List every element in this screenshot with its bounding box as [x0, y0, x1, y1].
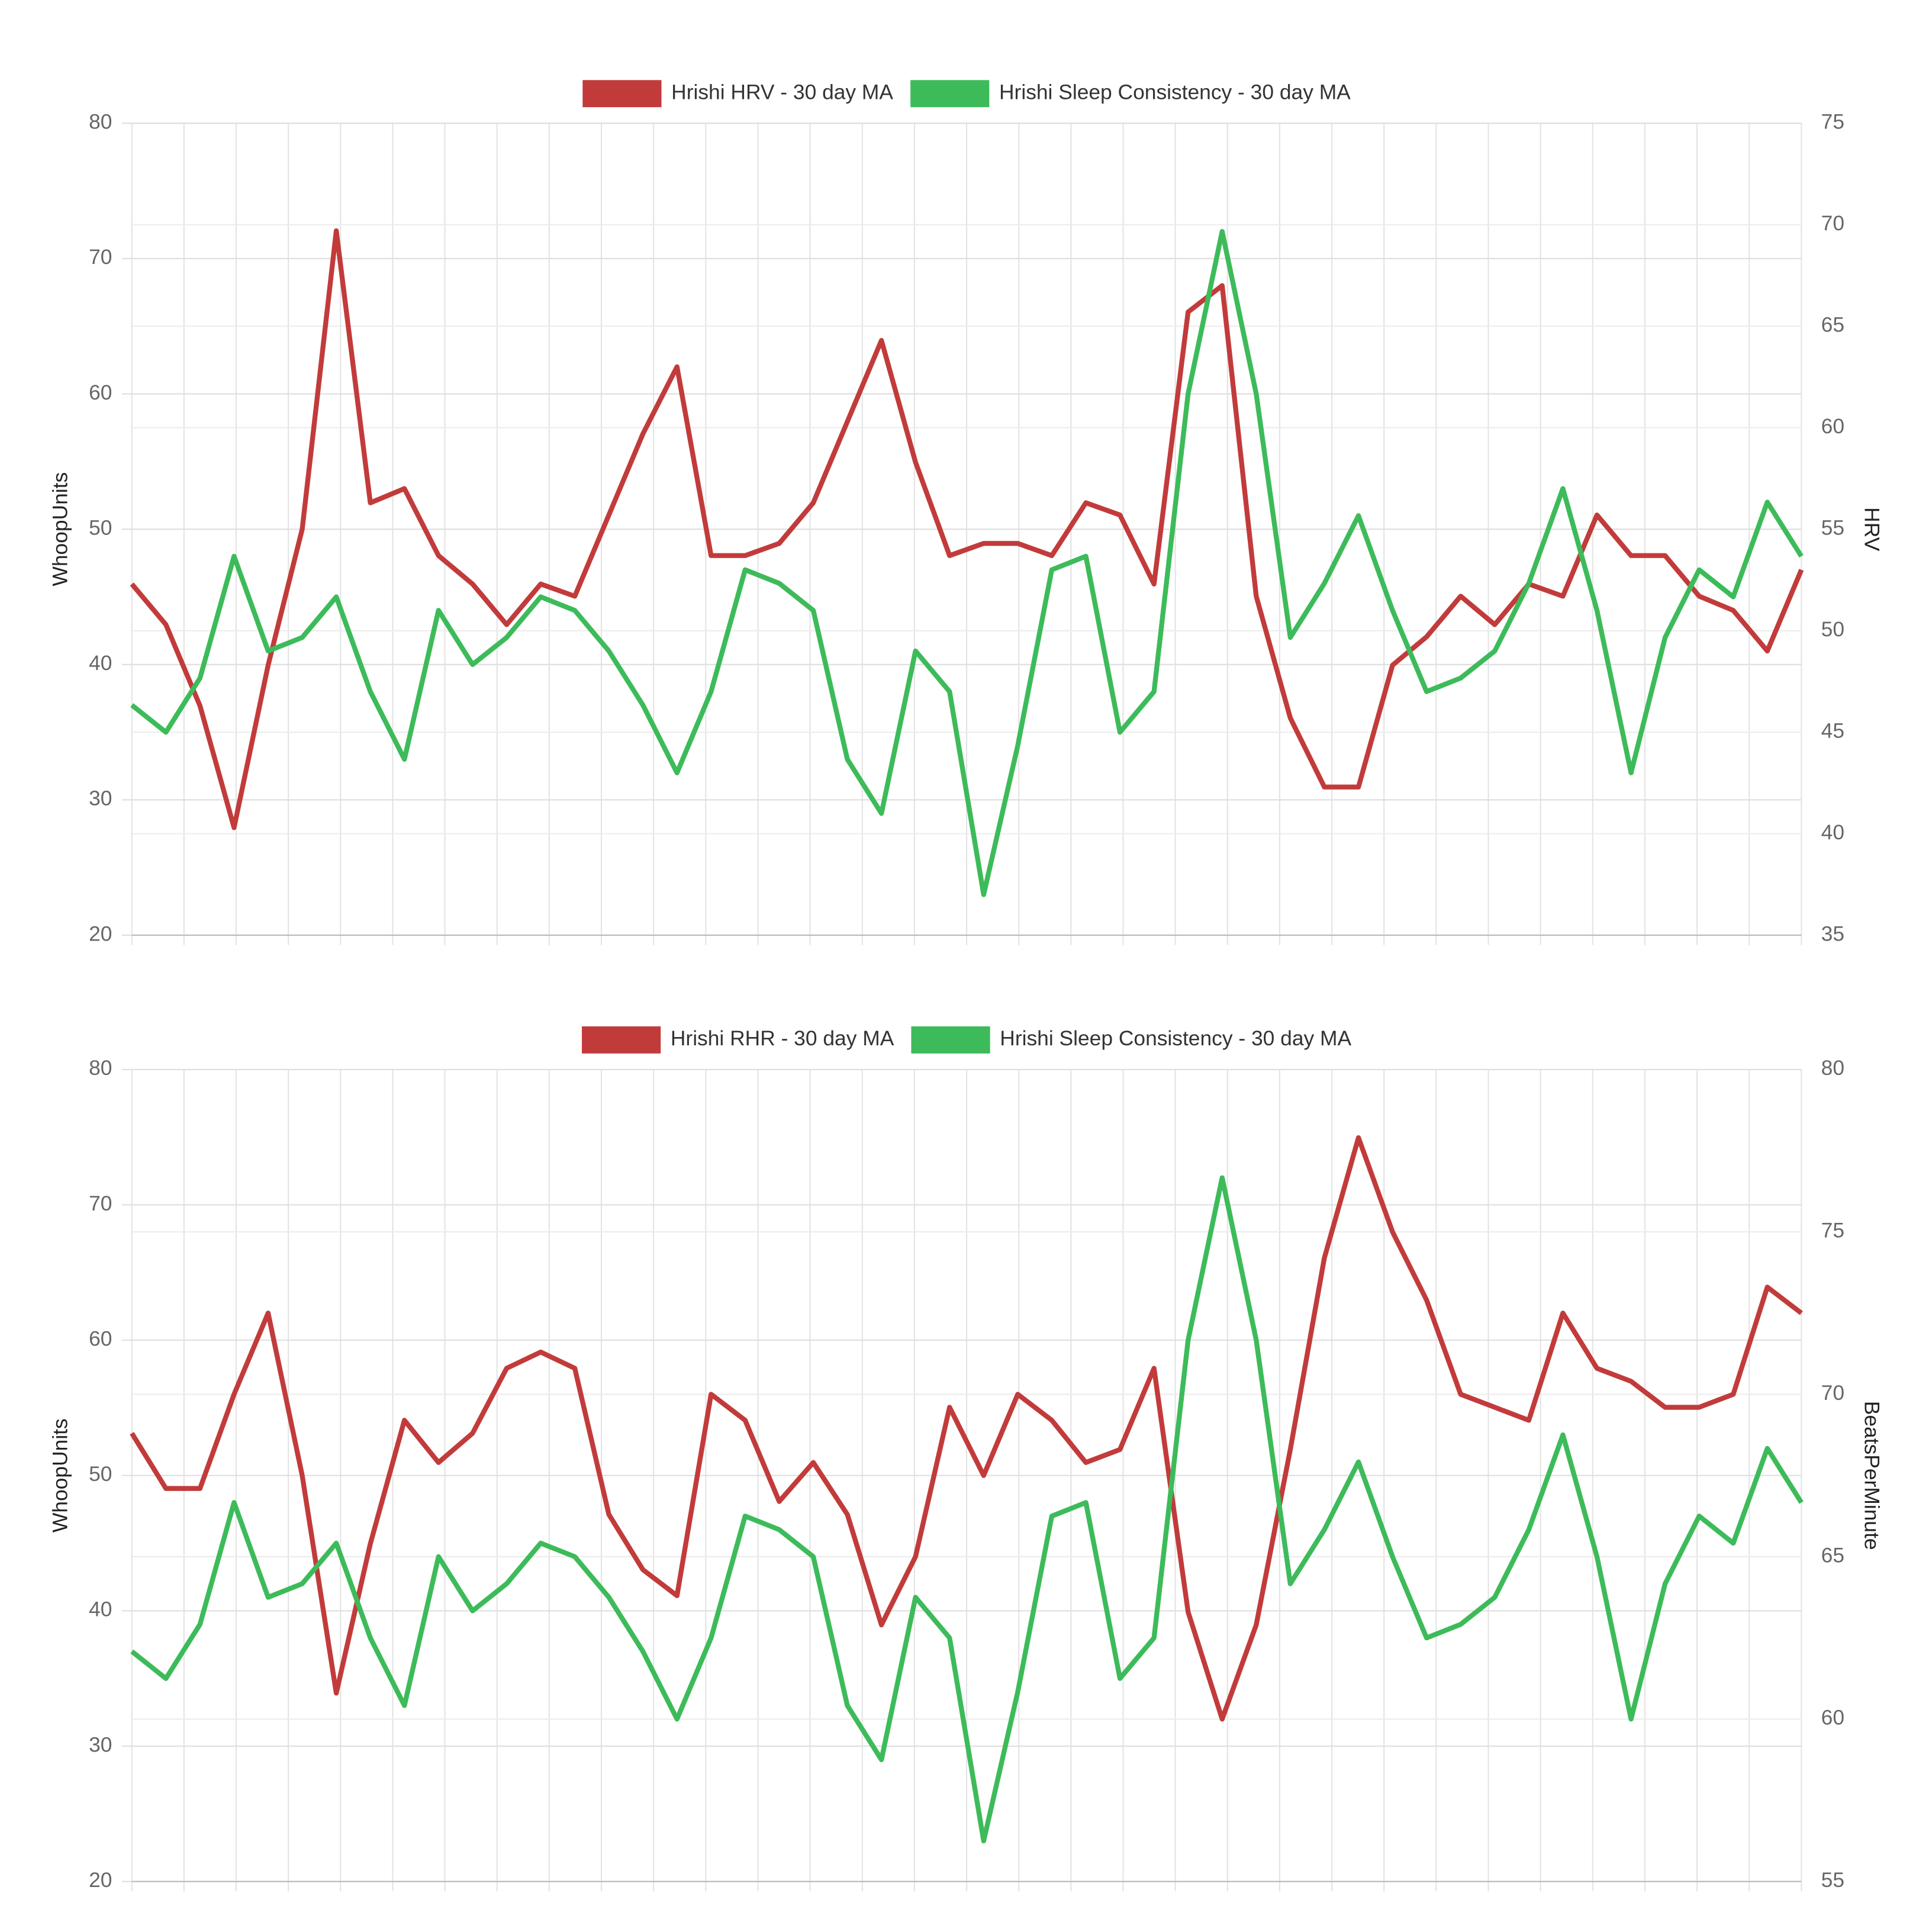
y2-tick-label: 55: [1821, 1869, 1844, 1892]
legend-swatch: [581, 1026, 661, 1054]
series-line: [130, 1175, 1804, 1844]
legend-swatch: [582, 80, 662, 108]
y2-tick-label: 70: [1821, 1382, 1844, 1405]
y2-tick-label: 75: [1821, 1219, 1844, 1242]
y2-axis-label: BeatsPerMinute: [1860, 1401, 1883, 1550]
y2-tick-label: 70: [1821, 212, 1844, 235]
y-tick-label: 40: [89, 1598, 112, 1621]
y-tick-label: 50: [89, 516, 112, 539]
y-tick-label: 60: [89, 1327, 112, 1350]
y-axis-label: WhoopUnits: [49, 472, 72, 587]
y-tick-label: 40: [89, 652, 112, 675]
y-tick-label: 20: [89, 922, 112, 945]
y-tick-label: 80: [89, 1057, 112, 1080]
legend: Hrishi RHR - 30 day MA Hrishi Sleep Consi…: [581, 1026, 1351, 1054]
y-axis-label: WhoopUnits: [49, 1418, 72, 1532]
y2-axis-label: HRV: [1860, 507, 1883, 551]
legend-swatch: [911, 1026, 990, 1054]
y2-tick-label: 60: [1821, 1706, 1844, 1730]
y2-tick-label: 65: [1821, 1544, 1844, 1567]
y-tick-label: 50: [89, 1463, 112, 1486]
y-tick-label: 70: [89, 246, 112, 269]
y2-tick-label: 50: [1821, 618, 1844, 641]
legend-label: Hrishi Sleep Consistency - 30 day MA: [1000, 1027, 1351, 1050]
y2-tick-label: 35: [1821, 922, 1844, 945]
y2-tick-label: 75: [1821, 111, 1844, 134]
legend-swatch: [910, 80, 990, 108]
y2-tick-label: 45: [1821, 719, 1844, 742]
y-tick-label: 30: [89, 787, 112, 810]
y-tick-label: 70: [89, 1192, 112, 1215]
y2-tick-label: 65: [1821, 313, 1844, 336]
series-line: [130, 1135, 1803, 1722]
legend-label: Hrishi Sleep Consistency - 30 day MA: [999, 81, 1351, 104]
series-line: [130, 228, 1804, 897]
y2-tick-label: 55: [1821, 516, 1844, 539]
y2-tick-label: 60: [1821, 415, 1844, 438]
y-tick-label: 20: [89, 1869, 112, 1892]
legend-label: Hrishi RHR - 30 day MA: [671, 1027, 894, 1050]
y2-tick-label: 80: [1821, 1057, 1844, 1080]
legend-label: Hrishi HRV - 30 day MA: [671, 81, 893, 104]
y-tick-label: 30: [89, 1733, 112, 1756]
y2-tick-label: 40: [1821, 821, 1844, 844]
legend: Hrishi HRV - 30 day MA Hrishi Sleep Consi…: [582, 80, 1351, 108]
y-tick-label: 80: [89, 111, 112, 134]
y-tick-label: 60: [89, 381, 112, 404]
